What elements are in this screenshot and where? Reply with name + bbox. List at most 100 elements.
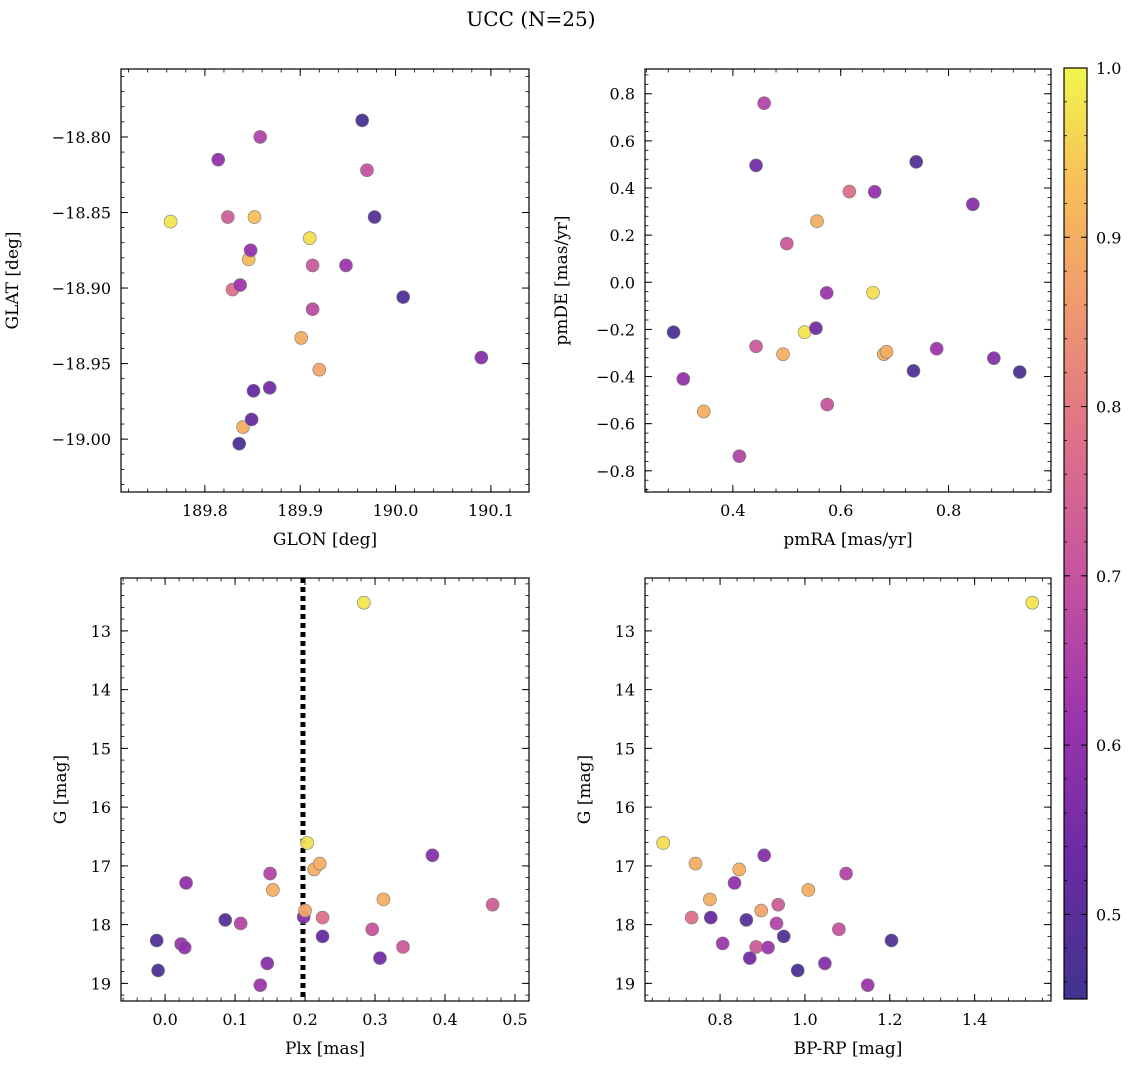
x-tick-label: 0.8 xyxy=(707,1010,732,1029)
scatter-point xyxy=(732,449,747,463)
colorbar-tick-label: 1.0 xyxy=(1096,59,1121,78)
scatter-point xyxy=(684,910,699,925)
y-tick-label: −0.2 xyxy=(596,320,635,339)
y-tick-label: 0.6 xyxy=(610,132,635,151)
scatter-point xyxy=(749,339,763,354)
scatter-point xyxy=(769,916,784,931)
x-tick-label: 1.4 xyxy=(962,1010,987,1029)
y-tick-label: −18.85 xyxy=(52,204,111,223)
figure-title: UCC (N=25) xyxy=(466,7,595,31)
x-tick-label: 0.6 xyxy=(828,501,853,520)
colorbar-tick-label: 0.8 xyxy=(1096,398,1121,417)
scatter-point xyxy=(860,978,875,992)
y-tick-label: 16 xyxy=(91,798,111,817)
scatter-point xyxy=(749,940,763,954)
scatter-point xyxy=(244,412,259,427)
x-tick-label: 0.1 xyxy=(222,1010,247,1029)
scatter-point xyxy=(715,936,730,951)
x-axis-label: Plx [mas] xyxy=(285,1039,365,1059)
scatter-point xyxy=(233,916,248,931)
scatter-point xyxy=(315,910,330,925)
scatter-point xyxy=(262,380,277,395)
scatter-point xyxy=(866,285,880,300)
scatter-point xyxy=(294,331,308,345)
scatter-point xyxy=(376,892,391,907)
scatter-point xyxy=(790,963,805,978)
scatter-point xyxy=(703,910,718,925)
scatter-point xyxy=(263,866,277,881)
x-tick-label: 189.9 xyxy=(277,501,323,520)
scatter-point xyxy=(757,96,771,110)
scatter-point xyxy=(253,978,268,992)
scatter-point xyxy=(656,836,671,850)
y-tick-label: 18 xyxy=(615,916,635,935)
scatter-point xyxy=(305,302,320,317)
scatter-point xyxy=(367,210,382,224)
axes-frame xyxy=(120,577,530,1002)
scatter-point xyxy=(776,347,790,361)
scatter-point xyxy=(232,436,247,451)
y-tick-label: 0.8 xyxy=(610,85,635,104)
x-tick-label: 0.8 xyxy=(936,501,961,520)
scatter-point xyxy=(360,163,374,178)
scatter-point xyxy=(739,913,754,927)
y-tick-label: 17 xyxy=(91,857,111,876)
scatter-point xyxy=(742,951,757,965)
panel-parallax-magnitude: 0.0 0.1 0.2 0.3 0.4 0.5 13 14 15 16 17 18 19 Plx [mas… xyxy=(51,577,530,1059)
panel-color-magnitude: 0.8 1.0 1.2 1.4 13 14 15 16 17 18 19 BP-RP [mag] G [… xyxy=(575,577,1052,1059)
scatter-point xyxy=(809,321,823,336)
scatter-point xyxy=(727,876,742,890)
scatter-point xyxy=(757,848,772,863)
y-tick-label: 13 xyxy=(91,622,111,641)
scatter-point xyxy=(676,372,691,386)
scatter-point xyxy=(474,350,489,365)
colorbar-tick-label: 0.6 xyxy=(1096,736,1121,755)
scatter-point xyxy=(842,184,857,199)
y-axis-label: GLAT [deg] xyxy=(3,231,23,329)
scatter-point xyxy=(666,325,681,340)
x-tick-label: 1.0 xyxy=(792,1010,817,1029)
y-tick-label: 18 xyxy=(91,916,111,935)
scatter-point xyxy=(929,341,944,356)
x-tick-label: 0.4 xyxy=(432,1010,457,1029)
scatter-point xyxy=(966,197,980,212)
y-tick-label: 19 xyxy=(91,974,111,993)
y-tick-label: 13 xyxy=(615,622,635,641)
x-tick-label: 0.0 xyxy=(152,1010,177,1029)
scatter-point xyxy=(179,876,193,890)
scatter-point xyxy=(839,866,853,881)
y-tick-label: −0.8 xyxy=(596,462,635,481)
scatter-point xyxy=(149,933,164,948)
colorbar-tick-label: 0.7 xyxy=(1096,567,1121,586)
colorbar-tick-label: 0.5 xyxy=(1096,905,1121,924)
y-tick-label: −18.95 xyxy=(52,355,111,374)
scatter-point xyxy=(151,963,165,978)
scatter-point xyxy=(220,210,235,224)
scatter-point xyxy=(355,113,369,128)
x-tick-label: 189.8 xyxy=(182,501,228,520)
scatter-point xyxy=(357,595,371,610)
scatter-point xyxy=(688,856,703,871)
scatter-point xyxy=(218,913,233,927)
axes-frame xyxy=(644,577,1052,1002)
scatter-point xyxy=(1012,365,1027,379)
scatter-point xyxy=(761,940,775,955)
scatter-point xyxy=(339,258,353,273)
y-tick-label: 0.0 xyxy=(610,273,635,292)
scatter-point xyxy=(867,184,882,199)
y-tick-label: 14 xyxy=(615,681,635,700)
scatter-point xyxy=(233,278,247,292)
scatter-point xyxy=(163,214,178,229)
scatter-point xyxy=(780,236,794,251)
scatter-point xyxy=(247,210,262,224)
scatter-point xyxy=(253,130,267,144)
scatter-point xyxy=(365,922,380,937)
colorbar-tick-label: 0.9 xyxy=(1096,228,1121,247)
scatter-point xyxy=(776,929,791,944)
scatter-point xyxy=(243,243,258,258)
scatter-point xyxy=(987,351,1001,365)
scatter-point xyxy=(749,158,763,173)
axes-frame xyxy=(644,68,1052,493)
scatter-point xyxy=(879,344,894,359)
